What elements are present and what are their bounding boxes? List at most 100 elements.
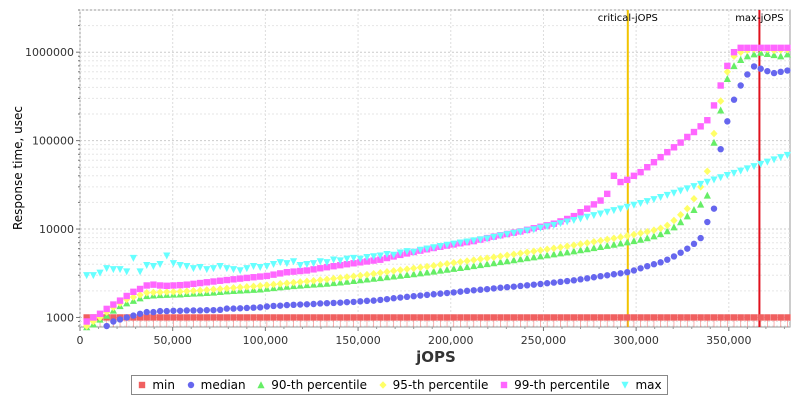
data-point (703, 191, 711, 199)
data-point (90, 314, 97, 321)
plot-area (79, 9, 791, 328)
data-point (309, 276, 318, 285)
data-point (644, 262, 651, 270)
data-point (216, 306, 224, 314)
data-point (343, 277, 351, 285)
data-point (490, 233, 498, 241)
data-point (256, 282, 264, 290)
data-point (336, 278, 344, 286)
data-point (149, 262, 158, 270)
data-point (223, 314, 231, 321)
data-point (96, 313, 104, 322)
y-tick-label: 1000 (46, 311, 74, 324)
data-point (523, 248, 531, 257)
data-point (376, 252, 384, 260)
data-point (156, 282, 164, 289)
data-point (523, 254, 531, 262)
data-point (510, 314, 517, 321)
data-point (390, 251, 398, 259)
data-point (516, 255, 525, 263)
data-point (336, 274, 344, 282)
data-point (337, 299, 344, 306)
data-point (530, 281, 538, 288)
data-point (436, 266, 444, 274)
data-point (757, 44, 764, 52)
data-point (356, 276, 364, 284)
series-min (83, 314, 791, 327)
data-point (183, 307, 190, 314)
data-point (303, 314, 311, 321)
data-point (249, 262, 258, 270)
data-point (316, 276, 324, 284)
legend-item: 99-th percentile (499, 378, 610, 392)
y-tick-label: 100000 (32, 135, 74, 148)
data-point (423, 262, 431, 271)
data-point (496, 232, 505, 240)
data-point (663, 227, 671, 235)
data-point (477, 286, 484, 293)
data-point (290, 314, 297, 321)
data-point (89, 272, 97, 280)
data-point (770, 69, 778, 77)
data-point (723, 68, 731, 76)
data-point (110, 301, 117, 308)
data-point (630, 314, 638, 321)
data-point (550, 244, 558, 253)
data-point (410, 264, 418, 273)
data-point (490, 259, 498, 267)
data-point (176, 314, 184, 321)
data-point (337, 314, 344, 321)
data-point (596, 243, 605, 251)
data-point (563, 242, 571, 251)
data-point (624, 314, 631, 321)
data-point (476, 236, 485, 244)
x-tick-label: 250,000 (521, 334, 567, 347)
data-point (149, 288, 158, 297)
data-point (603, 241, 611, 249)
data-point (664, 314, 671, 321)
data-point (710, 102, 718, 109)
data-point (763, 49, 771, 57)
x-tick-label: 100,000 (243, 334, 289, 347)
data-point (670, 144, 678, 151)
data-point (309, 260, 318, 268)
data-point (723, 172, 731, 180)
data-point (596, 210, 605, 218)
data-point (530, 253, 538, 261)
data-point (277, 302, 284, 309)
data-point (416, 246, 424, 254)
x-tick-label: 300,000 (613, 334, 659, 347)
data-point (269, 261, 278, 269)
data-point (724, 314, 731, 321)
data-point (750, 314, 758, 321)
data-point (690, 314, 698, 321)
data-point (697, 180, 705, 188)
data-point (370, 253, 378, 261)
data-point (783, 50, 792, 58)
x-tick-label: 0 (77, 334, 84, 347)
data-point (230, 314, 237, 321)
data-point (710, 176, 718, 184)
data-point (456, 258, 464, 266)
legend-marker (257, 381, 265, 389)
legend-item: min (137, 378, 175, 392)
data-point (410, 248, 418, 256)
data-point (536, 246, 545, 255)
data-point (530, 226, 538, 234)
data-point (497, 284, 504, 291)
data-point (557, 278, 564, 286)
data-point (610, 271, 618, 278)
data-point (103, 265, 111, 273)
data-point (757, 160, 765, 168)
data-point (290, 268, 297, 275)
data-point (350, 298, 357, 306)
data-point (163, 288, 171, 296)
data-point (363, 254, 371, 262)
data-point (276, 259, 284, 267)
data-point (163, 282, 170, 290)
data-point (150, 281, 157, 288)
data-point (410, 314, 417, 321)
data-point (784, 314, 791, 321)
data-point (596, 236, 605, 245)
